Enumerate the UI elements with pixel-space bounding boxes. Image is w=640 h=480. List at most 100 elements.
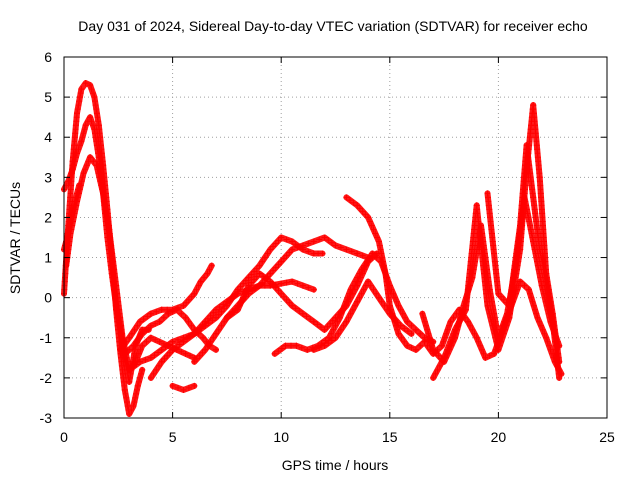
y-tick-label: 2 (44, 209, 52, 225)
plus-marker (404, 318, 411, 325)
plus-marker (95, 118, 102, 125)
plus-marker (345, 314, 352, 321)
plus-marker (328, 239, 335, 246)
plus-marker (286, 249, 293, 256)
plus-marker (271, 350, 278, 357)
plus-marker (278, 258, 285, 265)
plus-marker (480, 350, 487, 357)
plus-marker (500, 330, 507, 337)
plus-marker (135, 378, 142, 385)
plus-marker (240, 280, 247, 287)
plus-marker (68, 210, 75, 217)
plus-marker (176, 341, 183, 348)
plus-marker (473, 334, 480, 341)
x-tick-label: 20 (491, 429, 507, 445)
plus-marker (343, 318, 350, 325)
plus-marker (256, 282, 263, 289)
plus-marker (123, 362, 130, 369)
plus-marker (156, 318, 163, 325)
plus-marker (200, 334, 206, 341)
plus-marker (201, 274, 208, 281)
plus-marker (381, 266, 388, 273)
plus-marker (216, 304, 223, 310)
plus-marker (278, 280, 285, 287)
plus-marker (354, 298, 361, 305)
plus-marker (91, 126, 98, 133)
plus-marker (75, 146, 82, 153)
plus-marker (319, 250, 326, 257)
plus-marker (173, 306, 180, 313)
plus-marker (213, 306, 219, 313)
plus-marker (378, 298, 385, 305)
plus-marker (442, 350, 449, 357)
plus-marker (81, 126, 88, 133)
plus-marker (354, 202, 361, 209)
plus-marker (248, 271, 255, 278)
plus-marker (95, 150, 102, 157)
chart-title: Day 031 of 2024, Sidereal Day-to-day VTE… (78, 18, 588, 34)
plus-marker (227, 296, 234, 302)
plus-marker (94, 114, 101, 121)
plus-marker (408, 330, 415, 337)
x-tick-label: 25 (599, 429, 615, 445)
plus-marker (253, 273, 260, 280)
plus-marker (138, 370, 145, 377)
plus-marker (152, 320, 159, 327)
plus-marker (486, 352, 493, 359)
plus-marker (282, 342, 289, 349)
plus-marker (137, 358, 143, 365)
plus-marker (360, 286, 367, 293)
plus-marker (196, 324, 203, 331)
plus-marker (338, 310, 345, 317)
plus-marker (70, 202, 77, 209)
plus-marker (259, 258, 266, 265)
plus-marker (93, 106, 100, 113)
plus-marker (183, 299, 190, 306)
plus-marker (532, 306, 538, 313)
plus-marker (401, 338, 408, 345)
plus-marker (288, 342, 294, 349)
plus-marker (182, 350, 189, 357)
plus-marker (133, 361, 140, 368)
plus-marker (234, 290, 241, 297)
plus-marker (79, 134, 86, 141)
plus-marker (132, 394, 139, 401)
plus-marker (70, 162, 77, 169)
plus-marker (356, 205, 363, 212)
plus-marker (538, 322, 544, 329)
plus-marker (194, 355, 200, 362)
grid-lines (64, 57, 607, 418)
plus-marker (438, 342, 445, 349)
plus-marker (491, 350, 498, 357)
plus-marker (392, 294, 398, 301)
y-tick-label: 1 (44, 250, 52, 266)
x-axis-label: GPS time / hours (282, 457, 389, 473)
plus-marker (75, 102, 82, 109)
plus-marker (143, 338, 150, 345)
plus-marker (380, 258, 386, 265)
plus-marker (328, 330, 335, 337)
plus-marker (178, 310, 185, 317)
plus-marker (450, 330, 457, 337)
plus-marker (144, 313, 151, 320)
y-tick-label: 6 (44, 49, 52, 65)
plus-marker (289, 302, 296, 309)
plus-marker (234, 302, 241, 309)
plus-marker (316, 236, 323, 243)
plus-marker (126, 346, 133, 353)
data-series (61, 80, 565, 417)
plus-marker (272, 240, 279, 247)
plus-marker (92, 98, 98, 105)
plus-marker (547, 302, 554, 309)
plus-marker (293, 342, 300, 349)
plus-marker (527, 226, 534, 233)
plus-marker (412, 346, 419, 353)
plus-marker (316, 344, 323, 351)
plus-marker (191, 290, 198, 297)
plus-marker (166, 349, 173, 356)
plus-marker (261, 276, 268, 283)
plus-marker (74, 150, 80, 157)
plus-marker (267, 278, 274, 285)
plus-marker (191, 330, 198, 337)
plus-marker (541, 270, 548, 277)
